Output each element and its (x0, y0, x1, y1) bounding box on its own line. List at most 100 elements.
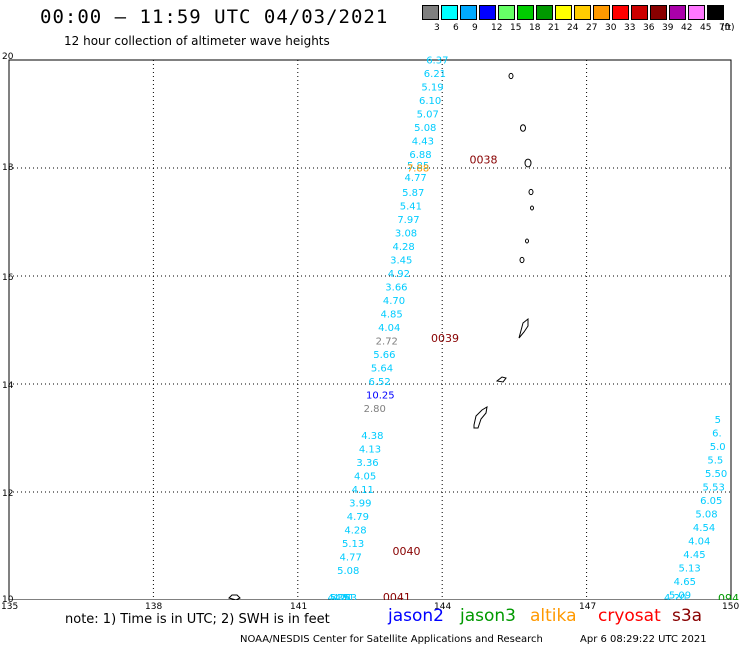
swh-value-25: 4.13 (359, 445, 381, 456)
map-frame (8, 59, 732, 600)
satellite-cryosat: cryosat (598, 606, 661, 626)
swh-value-2: 5.19 (421, 83, 443, 94)
swh-value-37: 5.21 (330, 593, 352, 600)
legend-swatch-33 (612, 5, 629, 20)
swh-value-13: 3.08 (395, 229, 417, 240)
swh-value-19: 4.85 (380, 310, 402, 321)
swh-special-2: 10.25 (366, 391, 395, 402)
legend-swatch-27 (574, 5, 591, 20)
swh-right-10: 4.45 (683, 550, 705, 561)
swh-value-12: 7.97 (397, 215, 419, 226)
swh-value-16: 4.92 (388, 269, 410, 280)
lat-tick-20: 20 (2, 52, 14, 62)
satellite-s3a: s3a (672, 606, 703, 626)
lon-tick-135: 135 (1, 602, 19, 612)
swh-right-12: 4.65 (674, 577, 696, 588)
swh-value-35: 4.63 (335, 593, 357, 600)
satellite-jason2: jason2 (388, 606, 444, 626)
lat-tick-16: 16 (2, 273, 14, 283)
legend-label-3: 3 (434, 23, 440, 33)
swh-value-7: 6.88 (409, 150, 431, 161)
lon-tick-138: 138 (145, 602, 163, 612)
swh-right-7: 5.08 (695, 509, 717, 520)
lon-tick-144: 144 (434, 602, 452, 612)
island-1 (520, 124, 526, 132)
note-text: note: 1) Time is in UTC; 2) SWH is in fe… (65, 612, 330, 627)
swh-value-32: 5.13 (342, 539, 364, 550)
altimeter-map: 6.376.215.196.105.075.084.436.885.854.77… (8, 56, 739, 600)
island-4 (530, 205, 534, 211)
swh-right-5: 5.53 (703, 482, 725, 493)
swh-value-17: 3.66 (385, 283, 407, 294)
legend-label-24: 24 (567, 23, 579, 33)
legend-label-45: 45 (700, 23, 712, 33)
legend-label-12: 12 (491, 23, 503, 33)
legend-swatch-30 (593, 5, 610, 20)
legend-label-15: 15 (510, 23, 522, 33)
swh-right-0: 5 (715, 415, 721, 426)
swh-right-13: 5.09 (669, 590, 691, 600)
swh-value-0: 6.37 (426, 56, 448, 67)
island-guam (473, 406, 488, 429)
swh-value-34: 5.08 (337, 566, 359, 577)
swh-value-28: 4.11 (352, 485, 374, 496)
map-title: 00:00 – 11:59 UTC 04/03/2021 (40, 6, 389, 28)
pass-label-0040: 0040 (393, 545, 421, 558)
swh-right-14: 4.20 (664, 593, 686, 600)
swh-value-21: 5.66 (373, 350, 395, 361)
credit-text: NOAA/NESDIS Center for Satellite Applica… (240, 634, 543, 645)
legend-swatch-6 (441, 5, 458, 20)
swh-right-9: 4.04 (688, 536, 710, 547)
lat-tick-12: 12 (2, 489, 14, 499)
swh-special-1: 2.72 (376, 337, 398, 348)
legend-label-6: 6 (453, 23, 459, 33)
swh-value-14: 4.28 (393, 242, 415, 253)
legend-label-18: 18 (529, 23, 541, 33)
swh-value-27: 4.05 (354, 472, 376, 483)
swh-value-11: 5.41 (400, 202, 422, 213)
legend-label-21: 21 (548, 23, 560, 33)
swh-value-9: 4.77 (405, 173, 427, 184)
legend-label-39: 39 (662, 23, 674, 33)
legend-label-70: 70 (719, 23, 731, 33)
swh-right-3: 5.5 (707, 455, 723, 466)
pass-label-0041: 0041 (383, 591, 411, 600)
legend-label-30: 30 (605, 23, 617, 33)
swh-value-26: 3.36 (356, 458, 378, 469)
legend-swatch-45 (688, 5, 705, 20)
island-0 (508, 72, 514, 80)
swh-value-1: 6.21 (424, 69, 446, 80)
satellite-altika: altika (530, 606, 577, 626)
island-2 (524, 158, 532, 168)
lat-tick-18: 18 (2, 163, 14, 173)
legend-swatch-36 (631, 5, 648, 20)
swh-value-31: 4.28 (344, 526, 366, 537)
timestamp: Apr 6 08:29:22 UTC 2021 (580, 634, 707, 645)
swh-value-18: 4.70 (383, 296, 405, 307)
legend-swatch-39 (650, 5, 667, 20)
swh-right-2: 5.0 (710, 442, 726, 453)
swh-right-1: 6. (712, 428, 722, 439)
swh-value-36: 4.81 (332, 593, 354, 600)
swh-value-20: 4.04 (378, 323, 400, 334)
map-subtitle: 12 hour collection of altimeter wave hei… (64, 34, 330, 48)
legend-label-9: 9 (472, 23, 478, 33)
pass-label-0039: 0039 (431, 332, 459, 345)
island-bottom (228, 594, 241, 600)
lat-tick-10: 10 (2, 595, 14, 605)
legend-label-42: 42 (681, 23, 693, 33)
legend-swatch-3 (422, 5, 439, 20)
swh-value-23: 6.52 (368, 377, 390, 388)
island-5 (525, 238, 529, 244)
swh-right-6: 6.05 (700, 496, 722, 507)
satellite-jason3: jason3 (460, 606, 516, 626)
swh-value-4: 5.07 (417, 110, 439, 121)
swh-right-11: 5.13 (678, 563, 700, 574)
swh-right-4: 5.50 (705, 469, 727, 480)
island-6 (519, 256, 525, 264)
swh-value-33: 4.77 (340, 553, 362, 564)
legend-swatch-9 (460, 5, 477, 20)
swh-value-3: 6.10 (419, 96, 441, 107)
island-saipan (518, 317, 529, 339)
legend-label-27: 27 (586, 23, 598, 33)
